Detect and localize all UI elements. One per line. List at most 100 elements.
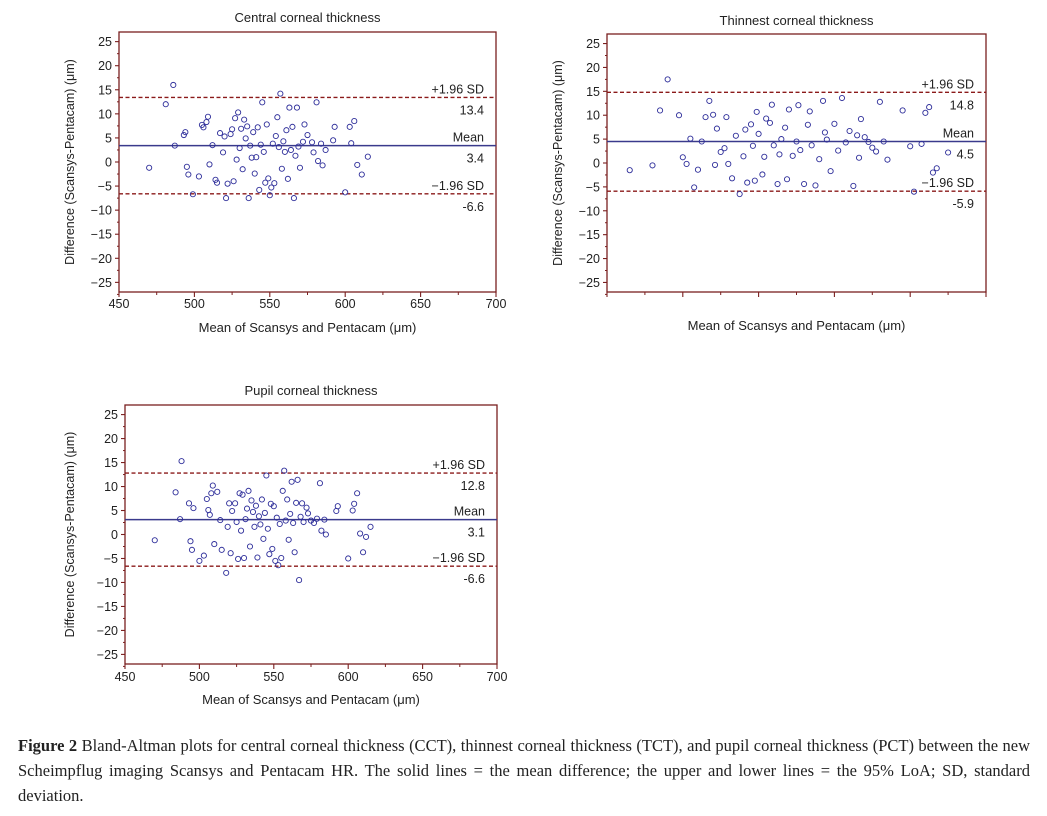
- data-point: [761, 153, 768, 160]
- plot-frame: [606, 33, 987, 293]
- data-point: [258, 496, 265, 503]
- data-point: [910, 188, 918, 195]
- y-tick-label: −10: [579, 204, 600, 218]
- data-point: [884, 156, 891, 163]
- data-point: [782, 124, 789, 131]
- figure-caption-text: Bland-Altman plots for central corneal t…: [18, 736, 1030, 805]
- x-tick-label: 450: [115, 670, 136, 684]
- data-point: [683, 160, 690, 168]
- data-point: [310, 149, 317, 156]
- x-tick-label: 450: [109, 297, 130, 311]
- data-point: [725, 160, 732, 168]
- y-tick-label: −25: [91, 276, 112, 290]
- data-point: [247, 142, 254, 149]
- data-point: [301, 121, 308, 128]
- data-point: [220, 149, 227, 156]
- data-point: [831, 120, 838, 127]
- y-tick-label: −20: [97, 624, 118, 638]
- data-point: [233, 518, 240, 526]
- data-point: [322, 146, 329, 154]
- y-tick-label: 5: [105, 131, 112, 145]
- data-point: [151, 537, 158, 544]
- data-point: [187, 538, 194, 545]
- data-point: [209, 482, 216, 489]
- data-point: [861, 134, 868, 141]
- data-point: [239, 491, 246, 498]
- plot-frame: [124, 404, 498, 665]
- data-point: [278, 554, 285, 562]
- data-point: [945, 149, 952, 156]
- data-point: [821, 129, 828, 136]
- data-point: [354, 490, 361, 497]
- data-point: [279, 487, 286, 494]
- data-point: [334, 503, 341, 510]
- data-point: [315, 157, 322, 165]
- data-point: [293, 104, 300, 111]
- lower-value-label: -5.9: [952, 197, 974, 211]
- data-point: [212, 176, 219, 183]
- data-point: [227, 550, 234, 557]
- plot-frame: [118, 31, 497, 293]
- data-point: [206, 511, 213, 518]
- y-tick-label: −10: [97, 576, 118, 590]
- x-tick-label: 600: [338, 670, 359, 684]
- y-tick-label: −10: [91, 204, 112, 218]
- y-tick-label: −15: [97, 600, 118, 614]
- data-point: [774, 180, 781, 188]
- lower-line-label: −1.96 SD: [432, 179, 484, 193]
- data-point: [348, 140, 355, 147]
- data-point: [251, 170, 258, 177]
- y-tick-label: 25: [586, 37, 600, 51]
- data-point: [236, 144, 243, 152]
- data-point: [929, 169, 936, 176]
- mean-line-label: Mean: [454, 505, 485, 519]
- data-point: [287, 146, 294, 154]
- data-point: [744, 179, 751, 186]
- data-point: [172, 489, 179, 496]
- data-point: [926, 104, 933, 111]
- y-axis-label: Difference (Scansys-Pentacam) (μm): [63, 59, 77, 265]
- data-point: [263, 472, 270, 479]
- data-point: [865, 138, 872, 146]
- data-point: [835, 147, 842, 154]
- upper-value-label: 14.8: [950, 98, 974, 112]
- data-point: [224, 180, 231, 187]
- data-point: [850, 182, 857, 189]
- data-point: [241, 116, 248, 123]
- data-point: [876, 98, 883, 105]
- data-point: [242, 516, 249, 523]
- data-point: [331, 123, 338, 130]
- data-point: [261, 509, 268, 516]
- data-point: [675, 112, 683, 119]
- data-point: [768, 101, 775, 108]
- x-axis-label: Mean of Scansys and Pentacam (μm): [199, 320, 417, 335]
- upper-line-label: +1.96 SD: [922, 77, 974, 91]
- data-point: [276, 520, 283, 527]
- data-point: [367, 523, 374, 530]
- data-point: [226, 500, 233, 507]
- data-point: [243, 505, 251, 512]
- data-point: [284, 496, 291, 503]
- data-point: [717, 148, 724, 156]
- data-point: [217, 517, 224, 524]
- data-point: [907, 143, 914, 150]
- data-point: [285, 536, 292, 543]
- data-point: [177, 516, 184, 523]
- data-point: [214, 488, 221, 495]
- data-point: [789, 152, 796, 159]
- data-point: [295, 143, 302, 150]
- data-point: [346, 123, 353, 130]
- y-tick-label: 20: [586, 61, 600, 75]
- y-tick-label: 10: [98, 107, 112, 121]
- data-point: [266, 192, 273, 199]
- lower-line-label: −1.96 SD: [433, 551, 485, 565]
- x-axis-label: Mean of Scansys and Pentacam (μm): [688, 318, 906, 333]
- data-point: [880, 138, 887, 145]
- data-point: [290, 519, 297, 527]
- data-point: [304, 510, 312, 517]
- data-point: [162, 101, 169, 108]
- data-point: [345, 555, 352, 562]
- data-point: [723, 114, 730, 121]
- x-axis-label: Mean of Scansys and Pentacam (μm): [202, 692, 420, 707]
- data-point: [278, 165, 285, 172]
